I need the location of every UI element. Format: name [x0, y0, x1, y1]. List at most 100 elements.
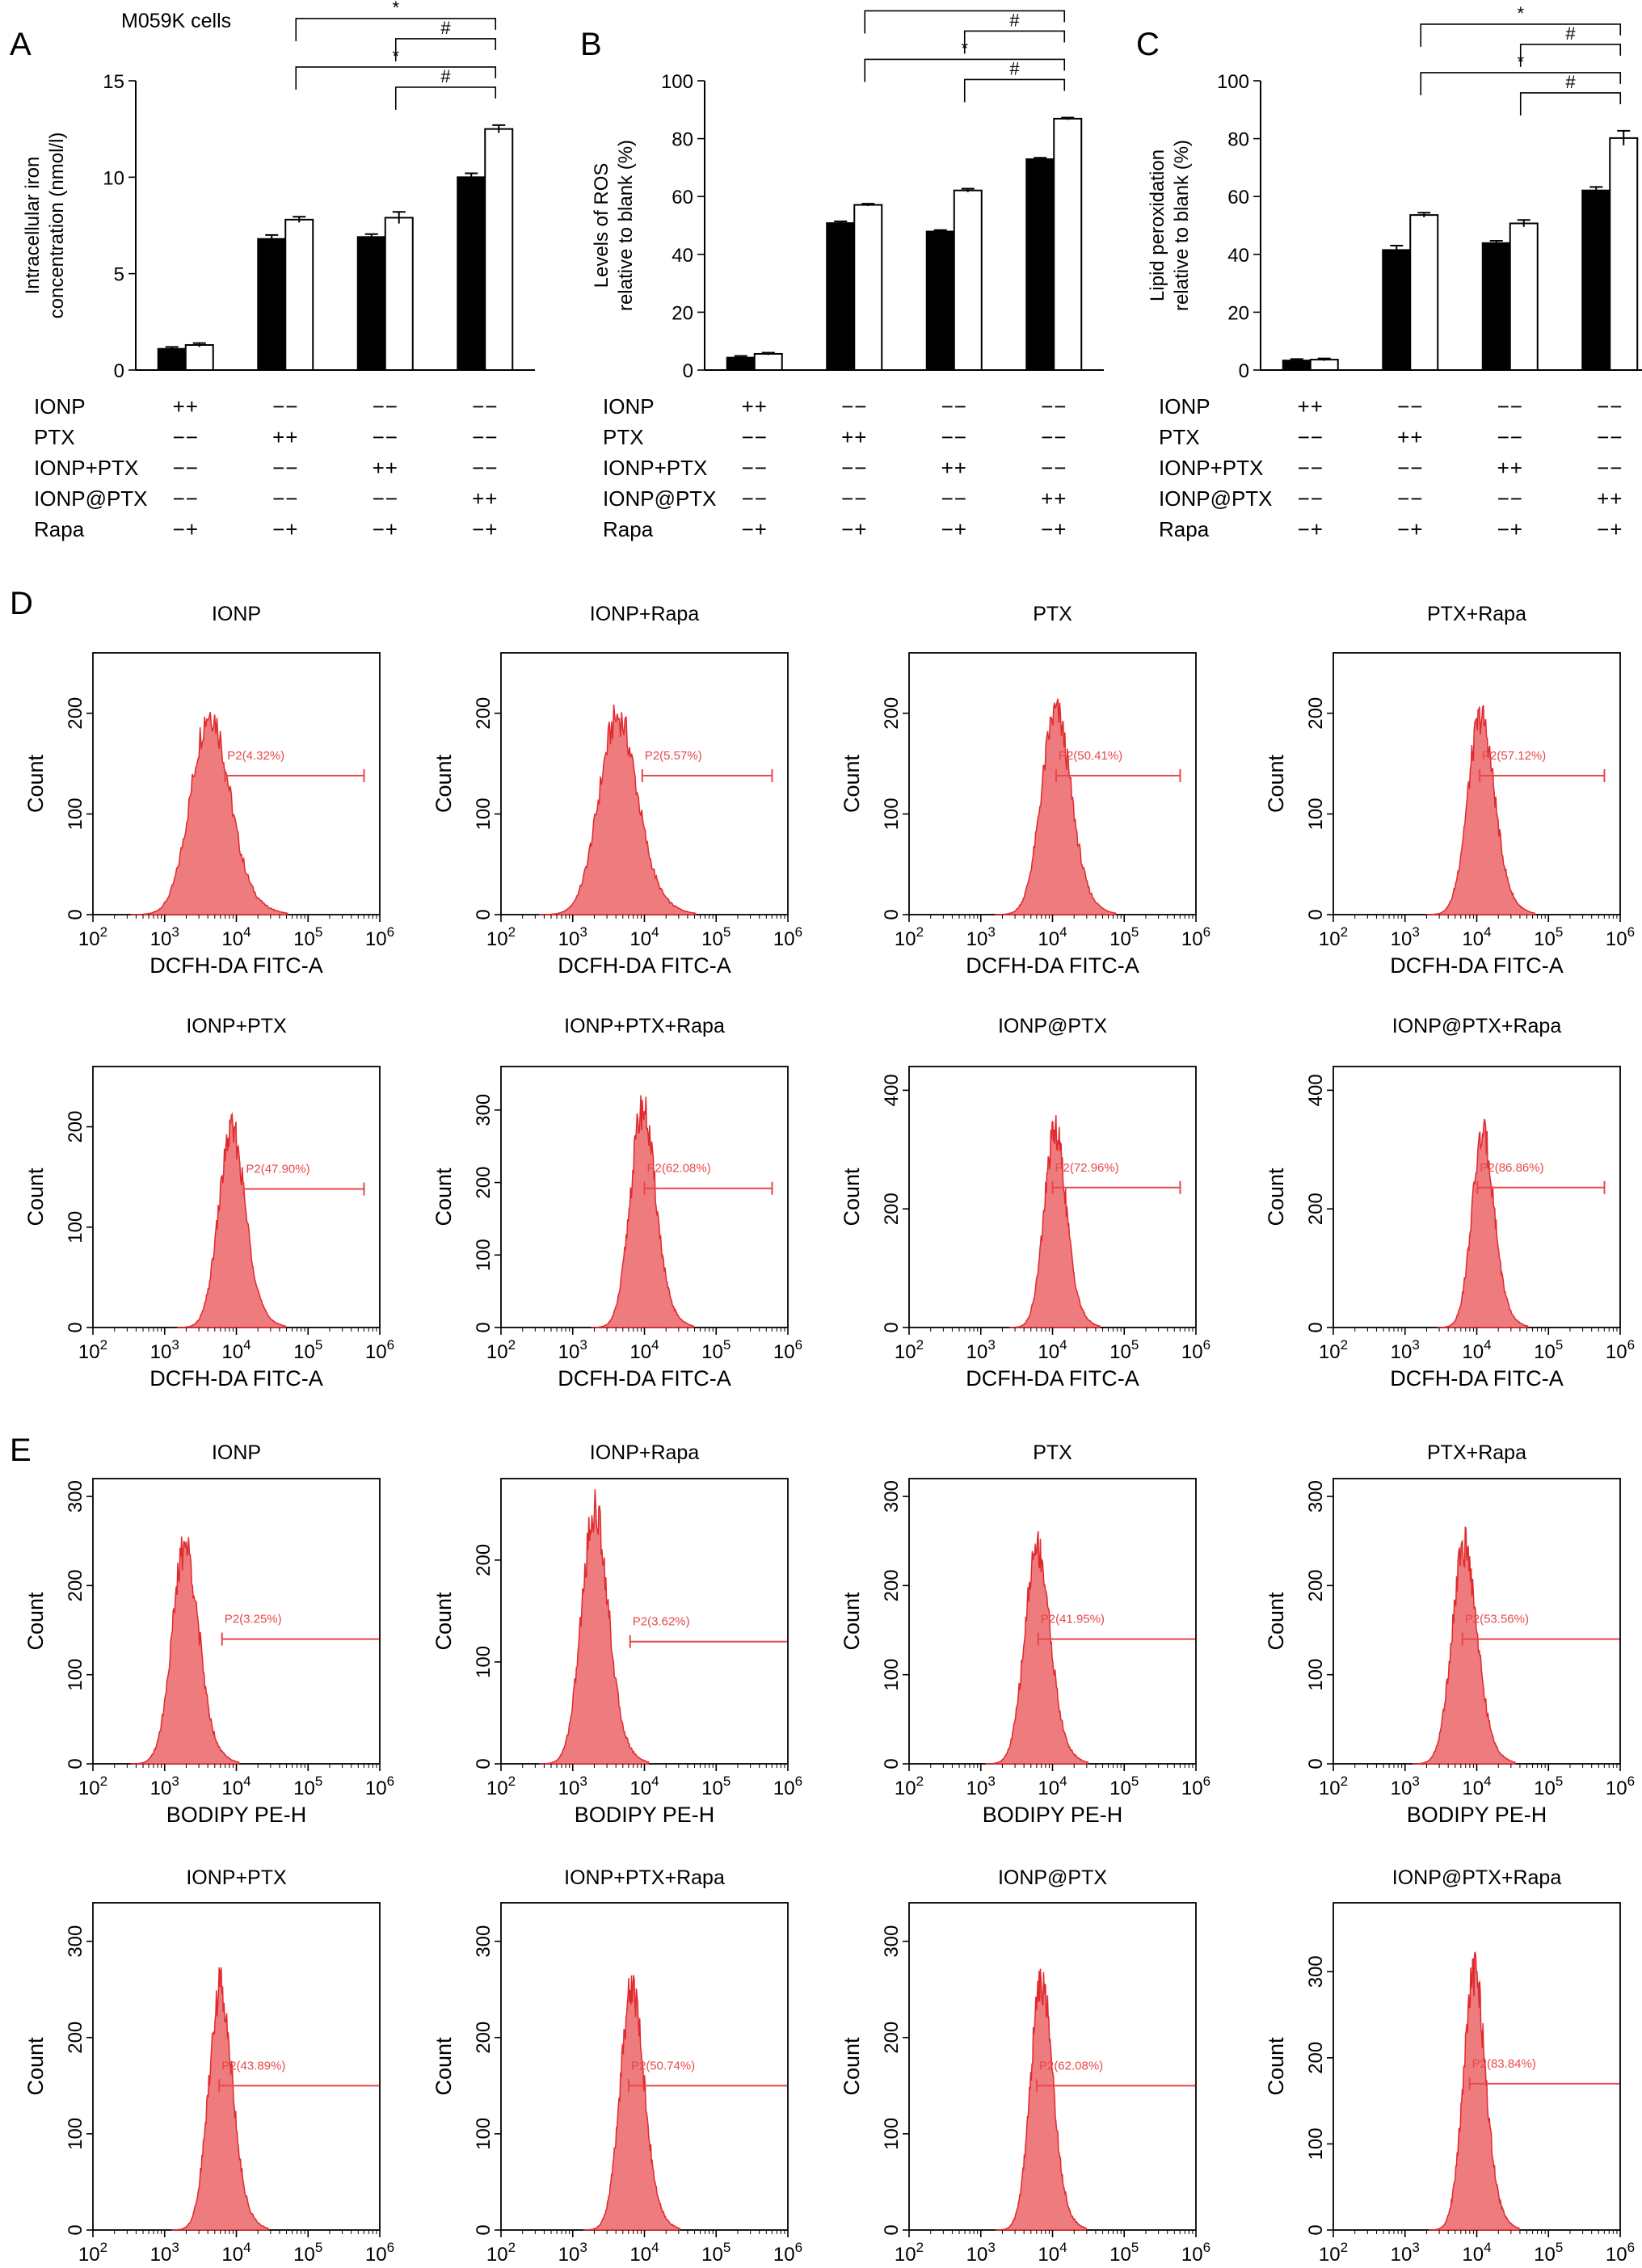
- x-tick-label: 105: [1534, 2240, 1563, 2266]
- y-tick-label: 40: [1227, 245, 1249, 267]
- tick-exponent: 4: [651, 924, 659, 940]
- significance-marker: *: [961, 38, 968, 58]
- significance-marker: #: [1009, 58, 1020, 78]
- tick-exponent: 4: [243, 1337, 251, 1353]
- y-tick-label: 200: [1305, 1193, 1327, 1225]
- y-tick-label: 0: [1239, 360, 1249, 382]
- tick-base: 10: [365, 928, 387, 950]
- tick-exponent: 4: [1484, 1774, 1491, 1789]
- y-tick-label: 100: [473, 1646, 495, 1678]
- histogram-title: IONP@PTX+Rapa: [1392, 1015, 1562, 1037]
- tick-base: 10: [1109, 1778, 1131, 1799]
- tick-base: 10: [293, 928, 315, 950]
- y-tick-label: 200: [1305, 697, 1327, 730]
- y-tick-label: 0: [65, 1758, 86, 1769]
- treatment-cell: −−: [841, 486, 867, 511]
- tick-base: 10: [1606, 928, 1627, 950]
- bar: [457, 176, 486, 371]
- treatment-cell: −−: [472, 425, 498, 449]
- tick-exponent: 6: [387, 2240, 394, 2255]
- y-tick-label: 0: [1305, 909, 1327, 919]
- treatment-row-label: PTX: [603, 425, 644, 449]
- tick-exponent: 2: [100, 2240, 107, 2255]
- tick-base: 10: [1462, 2244, 1484, 2266]
- bar: [1309, 359, 1339, 371]
- y-tick-label: 0: [1305, 2224, 1327, 2235]
- histogram-title: PTX+Rapa: [1427, 1441, 1526, 1464]
- y-tick-label: 200: [881, 2022, 903, 2054]
- gate-label: P2(50.41%): [1059, 749, 1122, 763]
- treatment-cell: −+: [272, 517, 298, 541]
- tick-exponent: 5: [1131, 1337, 1139, 1353]
- histogram-distribution: [177, 1112, 287, 1328]
- gate-label: P2(86.86%): [1480, 1161, 1543, 1175]
- treatment-row-label: IONP: [34, 394, 86, 419]
- treatment-cell: −−: [742, 486, 768, 511]
- tick-base: 10: [293, 1778, 315, 1799]
- x-axis-label: BODIPY PE-H: [983, 1803, 1123, 1827]
- histogram-distribution: [995, 1968, 1087, 2231]
- treatment-row-label: Rapa: [34, 517, 85, 541]
- significance-bracket: [295, 18, 497, 41]
- histogram-distribution: [583, 1975, 680, 2231]
- x-axis-label: DCFH-DA FITC-A: [558, 953, 730, 978]
- treatment-cell: −−: [373, 394, 398, 419]
- panel-label-d: D: [10, 586, 33, 621]
- y-tick-label: 300: [65, 1480, 86, 1513]
- x-tick-label: 106: [1181, 1337, 1210, 1363]
- tick-base: 10: [629, 2244, 651, 2266]
- treatment-row-label: Rapa: [603, 517, 654, 541]
- y-tick-label: 100: [881, 797, 903, 830]
- y-tick-label: 0: [65, 1322, 86, 1332]
- y-tick-label: 15: [103, 71, 124, 93]
- treatment-cell: −−: [1041, 394, 1067, 419]
- treatment-cell: −−: [1298, 425, 1324, 449]
- significance-marker: #: [1565, 72, 1576, 92]
- tick-base: 10: [1109, 2244, 1131, 2266]
- y-tick-label: 100: [1305, 2127, 1327, 2160]
- tick-base: 10: [701, 2244, 723, 2266]
- histogram-distribution: [995, 698, 1117, 915]
- x-tick-label: 104: [1038, 1774, 1067, 1799]
- x-tick-label: 105: [1534, 1774, 1563, 1799]
- x-tick-label: 103: [966, 1774, 996, 1799]
- x-tick-label: 106: [1606, 1337, 1635, 1363]
- y-tick-label: 100: [65, 797, 86, 830]
- treatment-cell: ++: [173, 394, 199, 419]
- x-tick-label: 103: [558, 1774, 587, 1799]
- treatment-cell: −−: [941, 486, 967, 511]
- histogram-distribution: [171, 1966, 269, 2231]
- tick-base: 10: [150, 928, 172, 950]
- tick-exponent: 3: [987, 1337, 995, 1353]
- treatment-cell: ++: [1497, 456, 1523, 480]
- y-tick-label: 300: [1305, 1480, 1327, 1513]
- tick-base: 10: [773, 1778, 795, 1799]
- tick-base: 10: [365, 2244, 387, 2266]
- x-tick-label: 106: [365, 924, 394, 950]
- y-tick-label: 200: [473, 1544, 495, 1576]
- tick-exponent: 6: [1203, 1774, 1210, 1789]
- y-tick-label: 200: [881, 697, 903, 730]
- significance-marker: *: [961, 0, 968, 10]
- tick-base: 10: [895, 928, 916, 950]
- tick-base: 10: [1606, 1341, 1627, 1363]
- tick-exponent: 4: [651, 2240, 659, 2255]
- x-axis-label: DCFH-DA FITC-A: [1390, 953, 1563, 978]
- x-axis-label: BODIPY PE-H: [166, 1803, 307, 1827]
- y-tick-label: 0: [881, 2224, 903, 2235]
- y-axis-label: Count: [1264, 2037, 1288, 2096]
- histogram-distribution: [539, 1489, 650, 1765]
- y-tick-label: 200: [881, 1569, 903, 1601]
- treatment-cell: −−: [272, 456, 298, 480]
- treatment-cell: −−: [173, 456, 199, 480]
- tick-base: 10: [1391, 2244, 1413, 2266]
- histogram-title: PTX: [1033, 603, 1072, 625]
- x-tick-label: 104: [629, 924, 659, 950]
- x-tick-label: 105: [293, 2240, 322, 2266]
- gate-label: P2(72.96%): [1055, 1161, 1119, 1175]
- x-tick-label: 105: [1109, 1774, 1139, 1799]
- tick-exponent: 5: [315, 2240, 322, 2255]
- y-tick-label: 200: [65, 2022, 86, 2054]
- tick-exponent: 5: [723, 1337, 730, 1353]
